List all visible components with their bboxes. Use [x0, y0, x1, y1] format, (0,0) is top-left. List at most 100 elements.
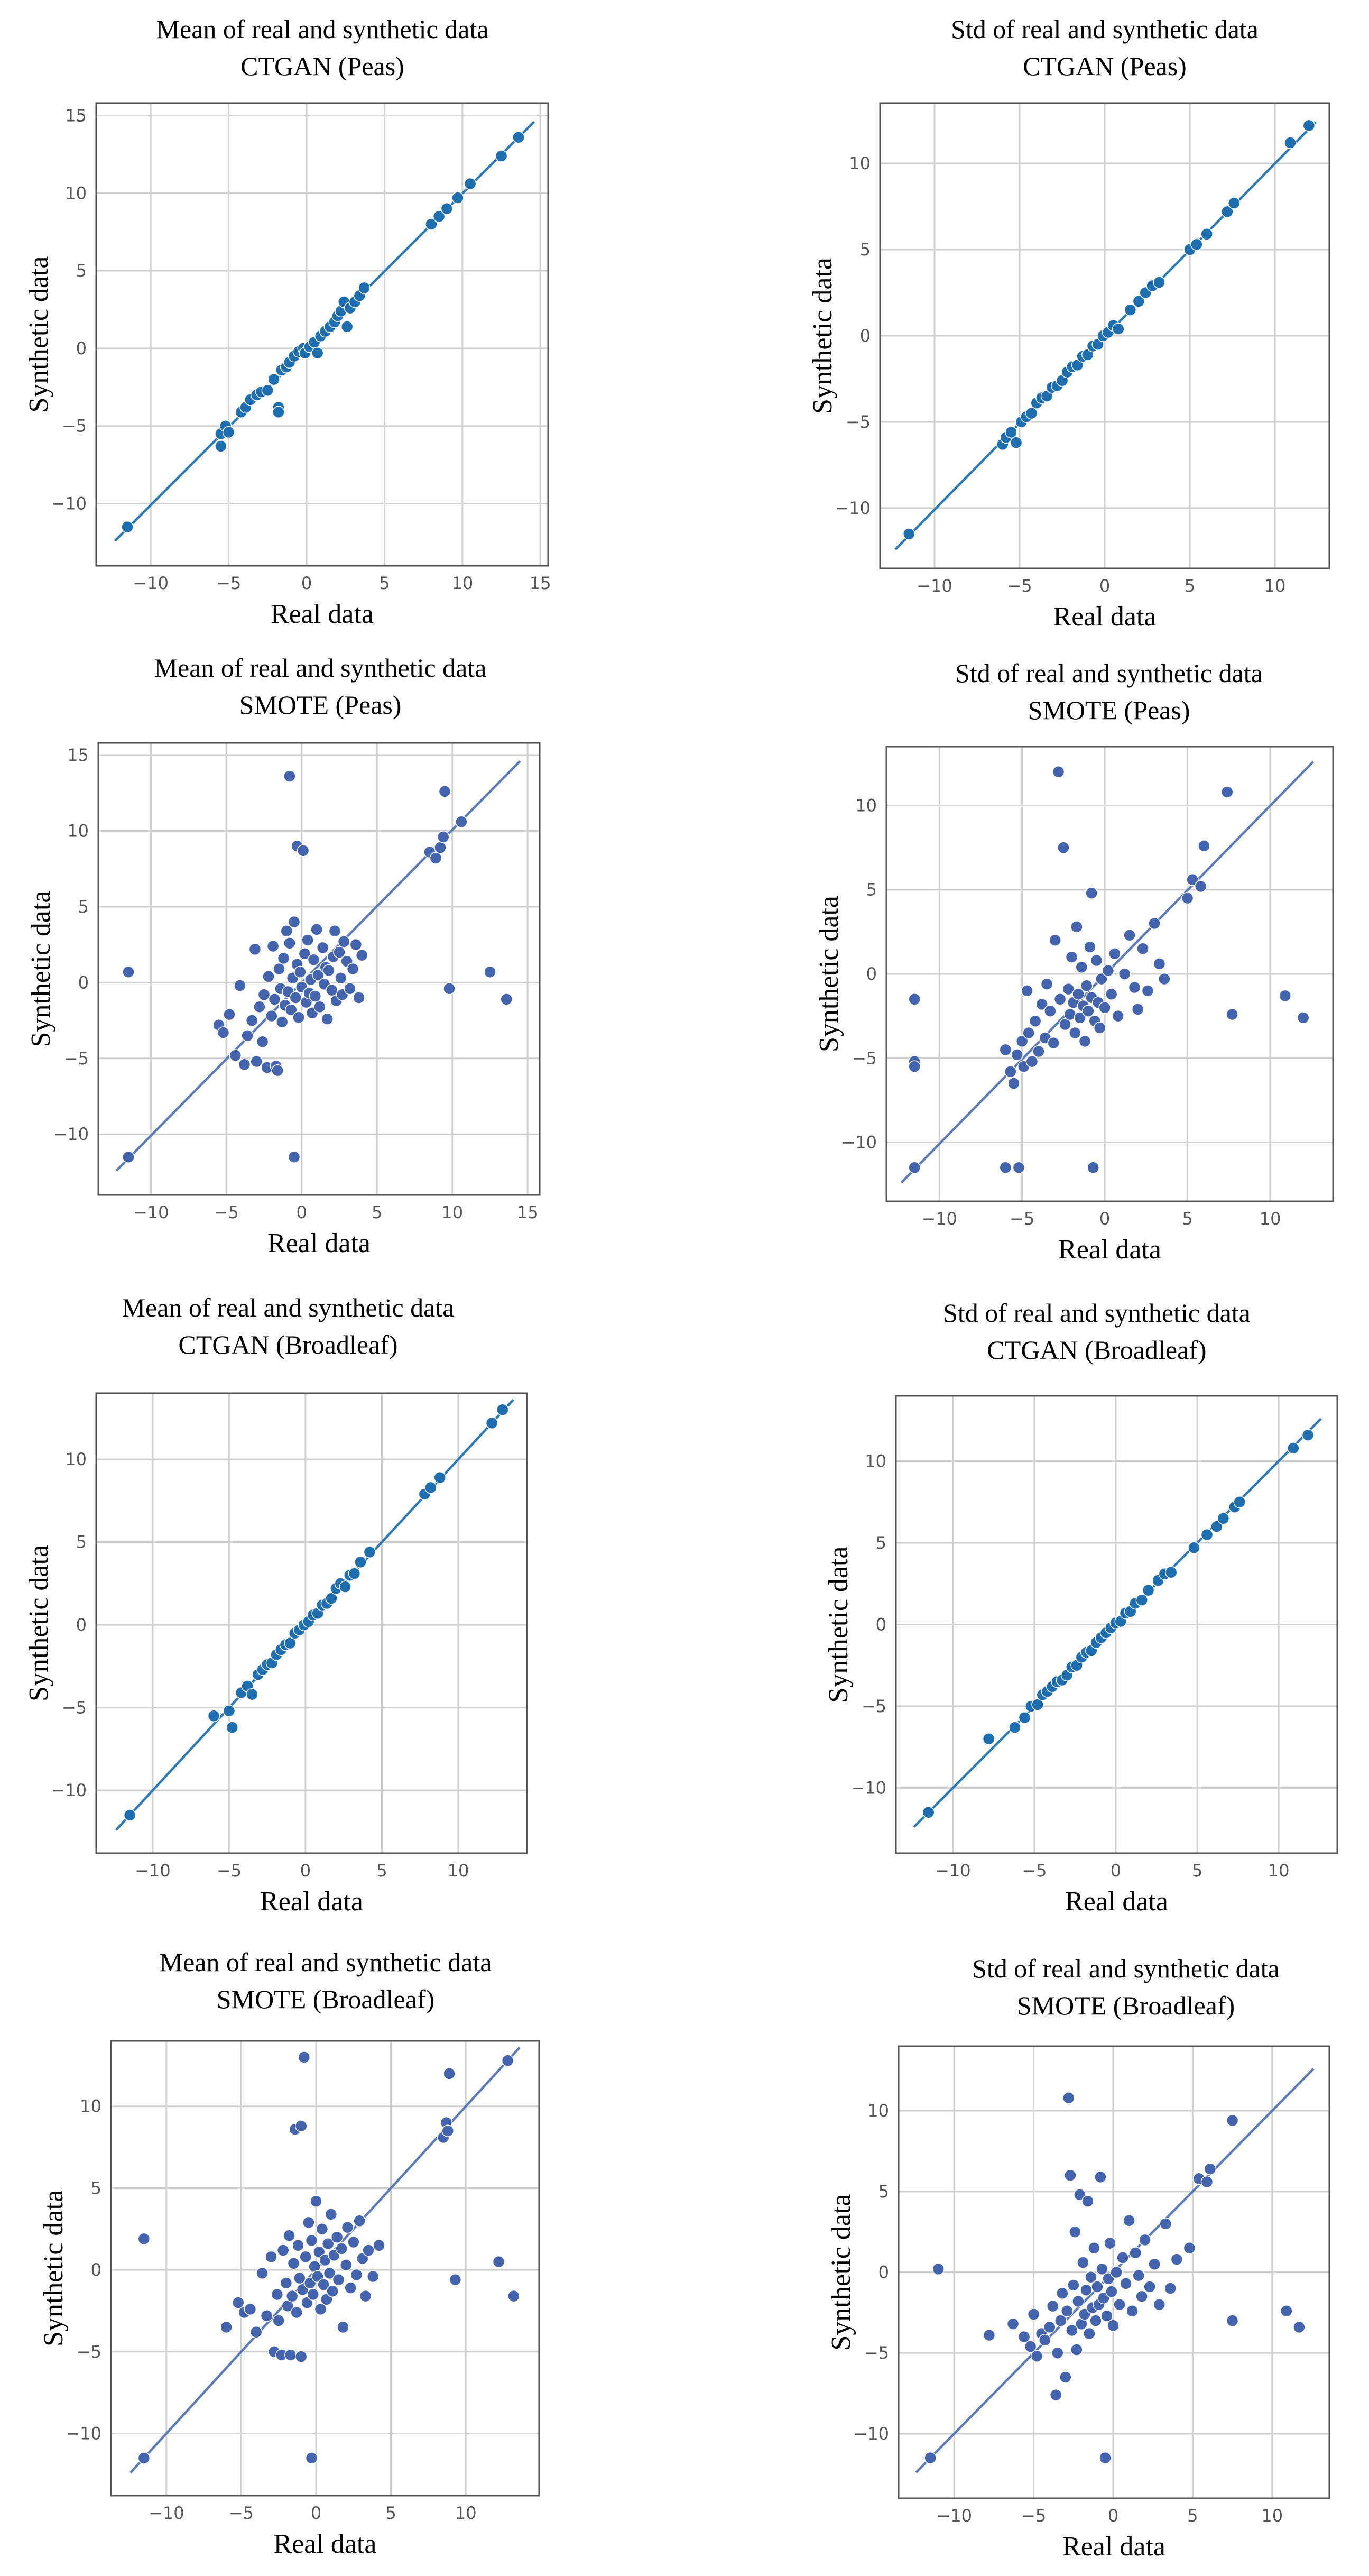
chart-title: Std of real and synthetic data [972, 1954, 1280, 1983]
data-point [449, 2273, 462, 2286]
y-tick-label: −5 [77, 2342, 101, 2362]
data-point [1293, 2321, 1306, 2334]
data-point [122, 1151, 135, 1164]
data-point [1139, 2233, 1151, 2247]
data-point [1142, 1584, 1155, 1597]
data-point [215, 440, 227, 453]
data-point [256, 1035, 269, 1048]
data-point [314, 2303, 327, 2316]
x-tick-label: 0 [1099, 1209, 1110, 1229]
data-point [137, 2232, 151, 2246]
y-tick-label: 5 [76, 261, 87, 281]
x-axis-label: Real data [274, 2529, 377, 2559]
data-point [121, 520, 134, 533]
data-point [1279, 989, 1291, 1002]
data-point [1131, 1003, 1144, 1016]
data-point [1129, 2247, 1142, 2259]
x-tick-label: 10 [1260, 1209, 1281, 1229]
data-point [1088, 2241, 1100, 2255]
y-axis-label: Synthetic data [24, 256, 54, 412]
data-point [354, 1556, 367, 1568]
data-point [434, 841, 447, 854]
data-point [1105, 2285, 1118, 2298]
chart-title: Mean of real and synthetic data [122, 1293, 455, 1322]
y-tick-label: −10 [853, 2424, 889, 2444]
data-point [443, 982, 456, 995]
data-point [245, 1014, 258, 1027]
x-tick-label: 10 [1261, 2506, 1283, 2526]
data-point [1030, 2350, 1043, 2363]
data-point [285, 1004, 298, 1016]
chart-subtitle: CTGAN (Broadleaf) [987, 1335, 1206, 1365]
data-point [1084, 941, 1096, 953]
data-point [1072, 2295, 1085, 2308]
data-point [1046, 2299, 1059, 2313]
data-point [1132, 295, 1145, 308]
data-point [272, 406, 285, 419]
data-point [288, 1151, 301, 1164]
x-tick-label: 0 [311, 2503, 321, 2523]
data-point [1024, 2340, 1037, 2353]
data-point [1301, 1429, 1315, 1441]
data-point [280, 2277, 293, 2289]
grid [96, 103, 548, 566]
data-point [339, 2259, 353, 2271]
chart-title: Std of real and synthetic data [955, 658, 1263, 688]
y-tick-label: 10 [65, 183, 87, 203]
data-point [1148, 917, 1161, 930]
chart-panel-smote-peas-std: Std of real and synthetic data SMOTE (Pe… [814, 658, 1334, 1265]
data-point [440, 202, 454, 215]
data-point [1010, 436, 1023, 449]
data-point [1087, 1161, 1099, 1174]
data-point [285, 2289, 299, 2303]
data-point [1021, 985, 1033, 997]
data-point [437, 831, 450, 843]
chart-subtitle: CTGAN (Broadleaf) [178, 1330, 397, 1359]
data-point [464, 177, 477, 190]
data-point [1029, 1015, 1042, 1027]
data-point [122, 965, 135, 978]
chart-subtitle: SMOTE (Peas) [239, 690, 402, 720]
x-tick-label: 10 [448, 1861, 469, 1881]
data-point [512, 131, 525, 144]
plot-frame [95, 102, 549, 567]
y-tick-label: 0 [878, 2262, 889, 2283]
data-point [355, 949, 368, 962]
data-point [266, 940, 280, 953]
data-point [1080, 2284, 1093, 2296]
data-point [1100, 2310, 1113, 2322]
y-axis-label: Synthetic data [808, 257, 838, 414]
data-point [1069, 2225, 1081, 2238]
y-tick-label: −10 [66, 2423, 101, 2443]
data-point [1080, 979, 1093, 992]
data-point [1006, 2317, 1020, 2330]
x-tick-label: −10 [133, 573, 169, 593]
y-axis-label: Synthetic data [26, 890, 56, 1047]
y-tick-label: −10 [51, 1780, 87, 1800]
data-point [1085, 2270, 1097, 2284]
scatter-points [908, 766, 1310, 1174]
data-point [301, 934, 314, 946]
y-tick-label: 10 [849, 153, 871, 173]
data-point [1085, 887, 1098, 899]
data-point [1035, 998, 1048, 1011]
data-point [1047, 1036, 1060, 1050]
data-point [246, 1688, 258, 1701]
chart-subtitle: CTGAN (Peas) [240, 51, 404, 81]
data-point [1226, 1008, 1238, 1021]
data-point [1112, 323, 1125, 335]
data-point [1090, 954, 1103, 967]
data-point [982, 1733, 995, 1745]
y-tick-label: 0 [866, 964, 877, 984]
data-point [507, 2289, 520, 2303]
data-point [332, 2273, 345, 2286]
data-point [1194, 880, 1207, 893]
plot-frame [885, 746, 1334, 1202]
plot-frame [879, 102, 1330, 569]
data-point [1054, 2314, 1067, 2327]
x-tick-label: 5 [379, 573, 390, 593]
data-point [443, 2067, 456, 2080]
x-tick-label: 10 [1268, 1861, 1290, 1881]
data-point [1059, 1018, 1071, 1031]
data-point [1098, 1001, 1111, 1014]
